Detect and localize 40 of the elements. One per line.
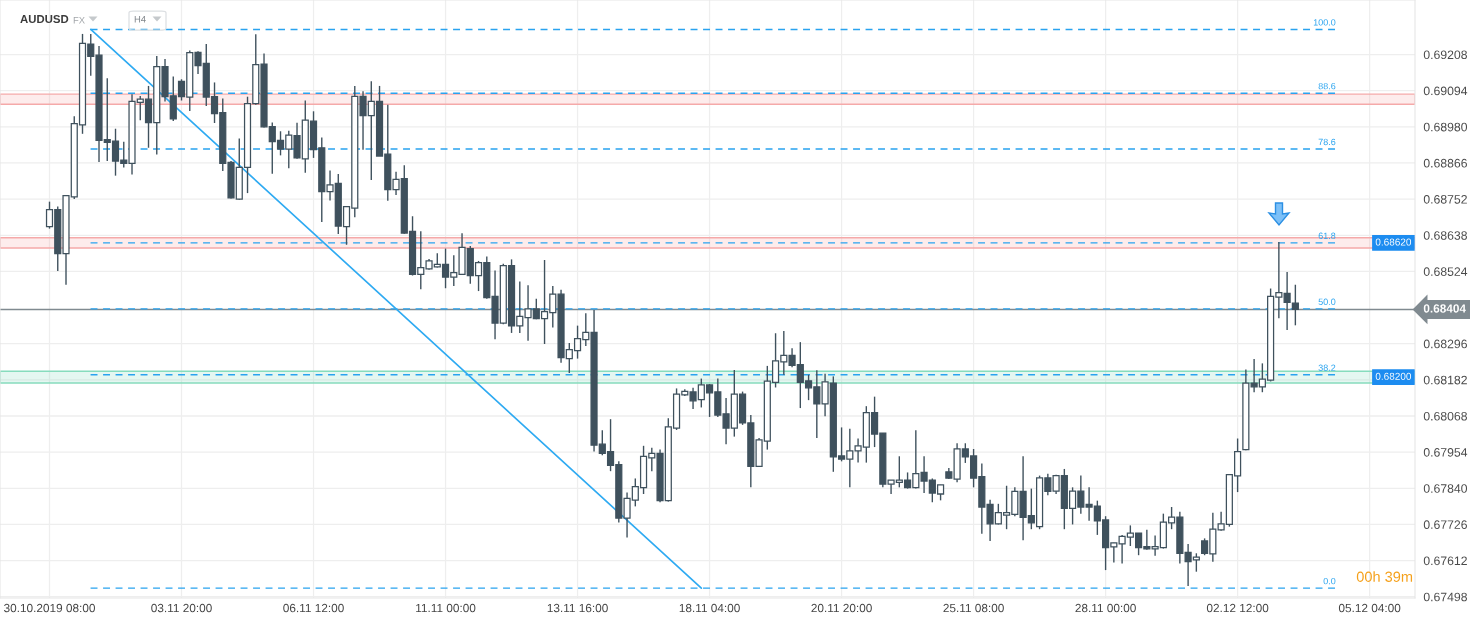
y-tick-label: 0.69094 bbox=[1423, 86, 1468, 96]
y-tick-label: 0.67726 bbox=[1423, 520, 1467, 529]
x-tick-label: 13.11 16:00 bbox=[547, 603, 608, 613]
y-tick-label: 0.68524 bbox=[1423, 267, 1468, 276]
x-tick-label: 02.12 12:00 bbox=[1206, 603, 1269, 613]
annotation: 61.8 bbox=[1318, 232, 1336, 240]
y-tick-label: 0.68296 bbox=[1423, 339, 1467, 349]
x-tick-label: 30.10.2019 08:00 bbox=[4, 603, 95, 613]
x-tick-label: 03.11 20:00 bbox=[151, 603, 212, 613]
annotation: 78.6 bbox=[1318, 138, 1336, 146]
annotation: 38.2 bbox=[1318, 364, 1336, 371]
y-tick-label: 0.67840 bbox=[1423, 484, 1468, 493]
y-tick-label: 0.67954 bbox=[1423, 448, 1468, 457]
x-tick-label: 06.11 12:00 bbox=[283, 603, 344, 613]
y-tick-label: 0.68980 bbox=[1423, 122, 1468, 132]
band-label: 0.68620 bbox=[1375, 238, 1412, 246]
y-tick-label: 0.68866 bbox=[1423, 158, 1467, 168]
y-tick-label: 0.67498 bbox=[1423, 592, 1467, 602]
y-tick-label: 0.69208 bbox=[1423, 50, 1467, 60]
annotation: 0.0 bbox=[1323, 577, 1336, 585]
x-tick-label: 05.12 04:00 bbox=[1338, 603, 1401, 613]
annotation: FX bbox=[73, 16, 85, 24]
text: AUDUSD bbox=[20, 14, 69, 24]
x-tick-label: 25.11 08:00 bbox=[943, 603, 1004, 613]
ref-line-label: 0.68404 bbox=[1423, 304, 1466, 313]
y-tick-label: 0.68068 bbox=[1423, 411, 1467, 421]
x-tick-label: 20.11 20:00 bbox=[811, 603, 872, 613]
x-tick-label: 28.11 00:00 bbox=[1075, 603, 1136, 613]
band-label: 0.68200 bbox=[1375, 372, 1412, 380]
y-tick-label: 0.68752 bbox=[1423, 195, 1467, 204]
y-tick-label: 0.68638 bbox=[1423, 231, 1467, 240]
annotation: H4 bbox=[134, 15, 146, 23]
annotation: 00h 39m bbox=[1356, 571, 1413, 582]
x-tick-label: 18.11 04:00 bbox=[679, 603, 740, 613]
y-tick-label: 0.68182 bbox=[1423, 375, 1467, 385]
x-tick-label: 11.11 00:00 bbox=[416, 603, 476, 613]
annotation: 50.0 bbox=[1318, 298, 1336, 305]
annotation: 100.0 bbox=[1313, 19, 1336, 26]
annotation: 88.6 bbox=[1318, 82, 1336, 90]
y-tick-label: 0.67612 bbox=[1423, 556, 1467, 566]
